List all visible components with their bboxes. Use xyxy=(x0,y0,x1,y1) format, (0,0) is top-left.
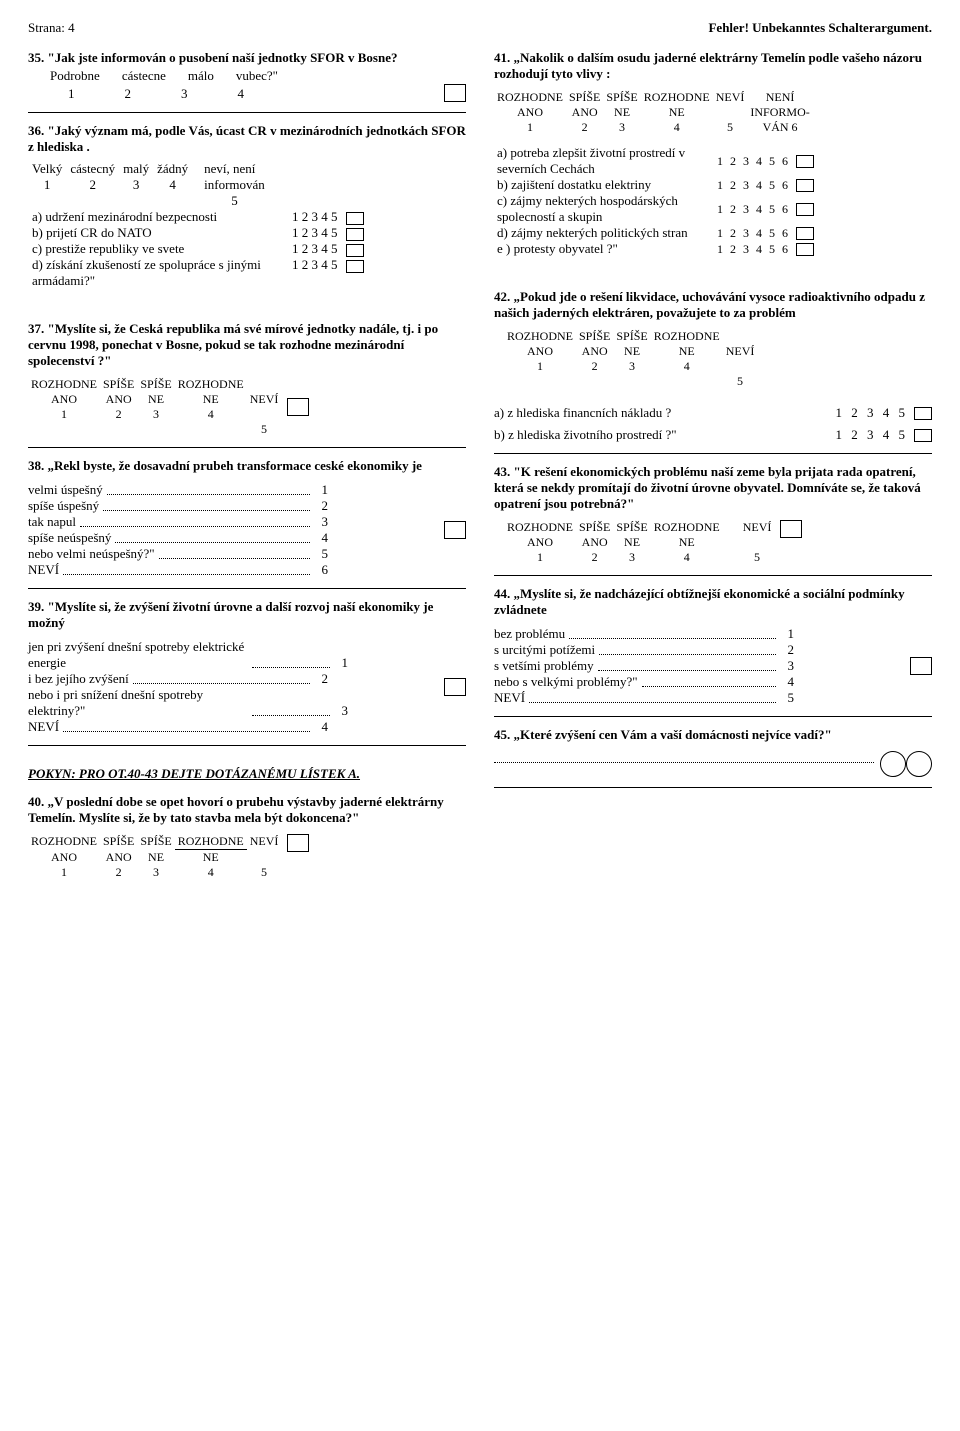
q35-n1: 2 xyxy=(125,86,132,102)
q39: 39. "Myslíte si, že zvýšení životní úrov… xyxy=(28,599,466,735)
q37-title: 37. "Myslíte si, že Ceská republika má s… xyxy=(28,321,466,369)
q37: 37. "Myslíte si, že Ceská republika má s… xyxy=(28,321,466,437)
q44-answer-box[interactable] xyxy=(910,657,932,675)
q39-answer-box[interactable] xyxy=(444,678,466,696)
page-number: Strana: 4 xyxy=(28,20,75,36)
q42-sub-a: a) z hlediska financních nákladu ? xyxy=(494,405,830,421)
q37-answer-box[interactable] xyxy=(287,398,309,416)
q41-title: 41. „Nakolik o dalším osudu jaderné elek… xyxy=(494,50,932,82)
q41-box-b[interactable] xyxy=(796,179,814,192)
q36-box-b[interactable] xyxy=(346,228,364,241)
q36-box-c[interactable] xyxy=(346,244,364,257)
q35-opt-3: vubec?" xyxy=(236,68,278,84)
q40: 40. „V poslední dobe se opet hovorí o pr… xyxy=(28,794,466,880)
q45-title: 45. „Které zvýšení cen Vám a vaší domácn… xyxy=(494,727,932,743)
q36-header: Velký cástecný malý žádný neví, není 1 2… xyxy=(28,161,269,209)
q36-box-d[interactable] xyxy=(346,260,364,273)
q35-n0: 1 xyxy=(68,86,75,102)
q43-title: 43. "K rešení ekonomických problému naší… xyxy=(494,464,932,512)
q35-opt-2: málo xyxy=(188,68,214,84)
q41-box-e[interactable] xyxy=(796,243,814,256)
q40-header: ROZHODNESPÍŠESPÍŠEROZHODNENEVÍ ANOANONEN… xyxy=(28,834,281,880)
q36-rows: a) udržení mezinárodní bezpecnosti1 2 3 … xyxy=(28,209,368,289)
q45-circle-1[interactable] xyxy=(880,751,906,777)
q35: 35. "Jak jste informován o pusobení naší… xyxy=(28,50,466,102)
q38-title: 38. „Rekl byste, že dosavadní prubeh tra… xyxy=(28,458,466,474)
q42-box-b[interactable] xyxy=(914,429,932,442)
q39-title: 39. "Myslíte si, že zvýšení životní úrov… xyxy=(28,599,466,631)
q41-rows: a) potreba zlepšit životní prostredí v s… xyxy=(494,145,817,257)
q35-n2: 3 xyxy=(181,86,188,102)
q42: 42. „Pokud jde o rešení likvidace, uchov… xyxy=(494,289,932,443)
q35-opt-0: Podrobne xyxy=(50,68,100,84)
q41-box-c[interactable] xyxy=(796,203,814,216)
pokyn: POKYN: PRO OT.40-43 DEJTE DOTÁZANÉMU LÍS… xyxy=(28,766,466,782)
q41-box-d[interactable] xyxy=(796,227,814,240)
q42-box-a[interactable] xyxy=(914,407,932,420)
q37-header: ROZHODNESPÍŠESPÍŠEROZHODNE ANOANONENENEV… xyxy=(28,377,281,437)
q44: 44. „Myslíte si, že nadcházející obtížne… xyxy=(494,586,932,706)
q45-circle-2[interactable] xyxy=(906,751,932,777)
q35-title: 35. "Jak jste informován o pusobení naší… xyxy=(28,50,438,66)
q36-title: 36. "Jaký význam má, podle Vás, úcast CR… xyxy=(28,123,466,155)
q42-title: 42. „Pokud jde o rešení likvidace, uchov… xyxy=(494,289,932,321)
q42-sub-b: b) z hlediska životního prostredí ?" xyxy=(494,427,830,443)
q43: 43. "K rešení ekonomických problému naší… xyxy=(494,464,932,565)
q36: 36. "Jaký význam má, podle Vás, úcast CR… xyxy=(28,123,466,289)
header-error: Fehler! Unbekanntes Schalterargument. xyxy=(708,20,932,36)
q45: 45. „Které zvýšení cen Vám a vaší domácn… xyxy=(494,727,932,777)
q41-header: ROZHODNESPÍŠESPÍŠEROZHODNENEVÍNENÍ ANOAN… xyxy=(494,90,813,135)
q38-answer-box[interactable] xyxy=(444,521,466,539)
q45-write-line[interactable] xyxy=(494,762,874,763)
q40-answer-box[interactable] xyxy=(287,834,309,852)
q43-answer-box[interactable] xyxy=(780,520,802,538)
q42-header: ROZHODNESPÍŠESPÍŠEROZHODNE ANOANONENENEV… xyxy=(504,329,757,389)
q43-header: ROZHODNESPÍŠESPÍŠEROZHODNENEVÍ ANOANONEN… xyxy=(504,520,774,565)
q44-title: 44. „Myslíte si, že nadcházející obtížne… xyxy=(494,586,932,618)
q36-box-a[interactable] xyxy=(346,212,364,225)
q35-answer-box[interactable] xyxy=(444,84,466,102)
q41: 41. „Nakolik o dalším osudu jaderné elek… xyxy=(494,50,932,257)
q40-title: 40. „V poslední dobe se opet hovorí o pr… xyxy=(28,794,466,826)
q41-box-a[interactable] xyxy=(796,155,814,168)
q35-n3: 4 xyxy=(238,86,245,102)
q35-opt-1: cástecne xyxy=(122,68,166,84)
q38: 38. „Rekl byste, že dosavadní prubeh tra… xyxy=(28,458,466,578)
